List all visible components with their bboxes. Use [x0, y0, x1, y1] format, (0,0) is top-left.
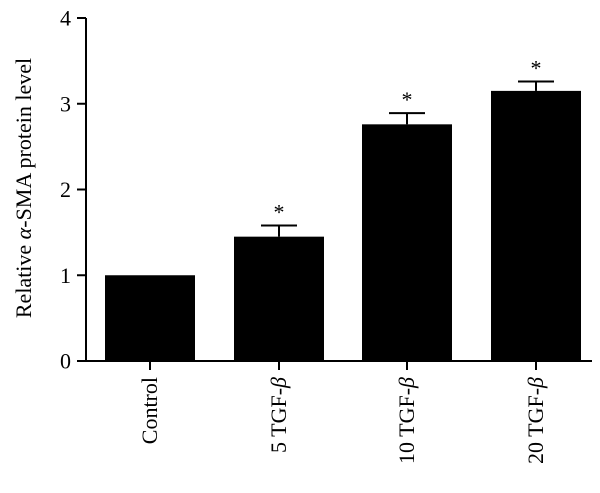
- y-axis-label-group: Relative α-SMA protein level: [11, 58, 36, 318]
- significance-star: *: [531, 55, 542, 80]
- category-label-group: 5 TGF-β: [266, 377, 291, 453]
- y-tick-label: 3: [60, 91, 71, 116]
- bar: [234, 236, 324, 361]
- bars: [105, 90, 581, 361]
- significance-star: *: [274, 200, 285, 225]
- significance-markers: * * *: [274, 55, 542, 224]
- category-label: 5 TGF-β: [266, 377, 291, 453]
- significance-star: *: [402, 87, 413, 112]
- y-axis-label: Relative α-SMA protein level: [11, 58, 36, 318]
- category-labels: Control 5 TGF-β 10 TGF-β 20 TGF-β: [137, 377, 548, 464]
- y-tick-label: 2: [60, 177, 71, 202]
- bar: [362, 124, 452, 361]
- y-tick-label: 4: [60, 6, 71, 31]
- category-label: Control: [137, 377, 162, 444]
- category-label-group: Control: [137, 377, 162, 444]
- error-bars: [261, 80, 554, 237]
- y-ticks: 0 1 2 3 4: [60, 6, 86, 374]
- category-label-group: 10 TGF-β: [394, 377, 419, 464]
- category-label-group: 20 TGF-β: [523, 377, 548, 464]
- bar: [491, 90, 581, 361]
- x-ticks: [149, 361, 537, 370]
- y-tick-label: 0: [60, 349, 71, 374]
- category-label: 10 TGF-β: [394, 377, 419, 464]
- bar: [105, 275, 195, 361]
- category-label: 20 TGF-β: [523, 377, 548, 464]
- y-tick-label: 1: [60, 263, 71, 288]
